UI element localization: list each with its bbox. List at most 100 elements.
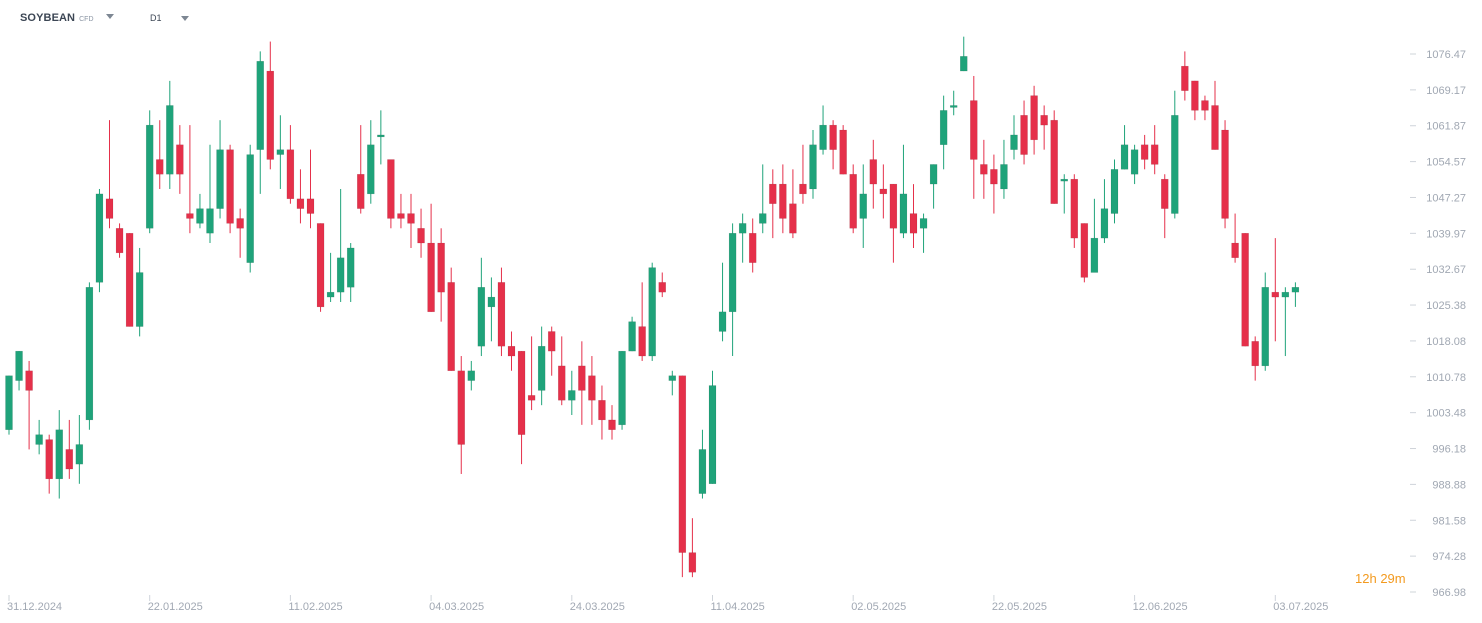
candle-body — [879, 188, 888, 195]
candle-body — [367, 144, 375, 195]
candle — [65, 419, 74, 479]
candle — [1000, 139, 1008, 199]
candle — [558, 336, 566, 406]
price-tick-label: 981.58 — [1432, 515, 1466, 527]
candle — [839, 125, 847, 175]
price-tick-label: 1010.78 — [1426, 372, 1466, 384]
candle-body — [889, 183, 898, 229]
symbol-name: SOYBEAN — [20, 12, 76, 24]
candle-body — [85, 287, 94, 421]
candle — [1271, 238, 1280, 342]
candle — [357, 125, 365, 214]
candle — [507, 331, 516, 371]
candle — [1291, 282, 1300, 307]
candle-body — [1191, 80, 1199, 111]
candle — [276, 115, 285, 189]
candle — [346, 243, 355, 302]
candle-body — [266, 70, 275, 160]
candle-body — [357, 173, 365, 209]
candle — [15, 350, 23, 391]
price-tick-label: 1069.17 — [1426, 85, 1466, 97]
candle-body — [1261, 287, 1269, 367]
timeframe-selector[interactable]: D1 — [150, 13, 189, 23]
candle — [748, 218, 757, 273]
bar-countdown: 12h 29m — [1355, 571, 1406, 586]
candle-body — [929, 164, 938, 185]
candle — [316, 223, 325, 312]
candle — [568, 370, 576, 416]
candle — [819, 105, 827, 155]
candle — [186, 125, 194, 234]
candle — [75, 415, 84, 484]
candle — [447, 267, 455, 372]
candle — [467, 360, 476, 391]
candle — [809, 130, 817, 199]
candle-body — [216, 149, 224, 209]
candle — [206, 144, 214, 244]
candle-body — [799, 183, 807, 195]
candle-body — [1251, 341, 1259, 367]
candle — [648, 262, 656, 361]
candle — [829, 120, 837, 170]
candle — [738, 213, 747, 263]
candle-body — [980, 164, 988, 175]
price-tick-label: 1018.08 — [1426, 336, 1466, 348]
candle-body — [306, 198, 315, 214]
candle-body — [457, 370, 465, 445]
candle-body — [55, 429, 63, 480]
candle-body — [568, 390, 576, 401]
candle-body — [377, 134, 385, 138]
timeframe-label: D1 — [150, 13, 162, 23]
candle-body — [5, 375, 13, 430]
candle-body — [336, 257, 345, 293]
candle — [196, 193, 204, 229]
candle-body — [1110, 169, 1119, 214]
chevron-down-icon — [180, 15, 189, 21]
countdown-m: m — [1394, 571, 1406, 586]
symbol-selector[interactable]: SOYBEAN CFD — [20, 12, 114, 24]
candle — [598, 385, 606, 440]
candle-body — [156, 159, 164, 175]
price-tick-label: 1039.97 — [1426, 228, 1466, 240]
candle-body — [718, 311, 727, 332]
price-tick-label: 974.28 — [1432, 551, 1466, 563]
candle — [1161, 174, 1169, 239]
candle — [688, 518, 697, 578]
candle-body — [1291, 287, 1300, 293]
candle-body — [226, 149, 234, 224]
candle — [970, 75, 978, 199]
candle — [618, 350, 626, 430]
candle — [95, 188, 104, 293]
candle-body — [1130, 149, 1139, 175]
time-tick-label: 22.05.2025 — [992, 601, 1047, 613]
candle-body — [1090, 237, 1099, 273]
candle — [919, 213, 928, 253]
candle — [417, 208, 425, 258]
candle-body — [1040, 115, 1048, 126]
candle-body — [1080, 223, 1089, 278]
candle-body — [738, 223, 747, 234]
candle — [889, 183, 898, 263]
candle-body — [527, 395, 536, 401]
candle-body — [346, 247, 355, 288]
candle — [427, 203, 435, 313]
candle-body — [1221, 129, 1229, 219]
candle — [1010, 115, 1018, 160]
candle — [517, 350, 526, 465]
candle-body — [547, 331, 556, 352]
candle — [678, 375, 687, 578]
candle-body — [1181, 65, 1189, 91]
candle — [578, 341, 586, 425]
candle — [929, 164, 938, 209]
candle — [899, 144, 908, 239]
candle-body — [1281, 291, 1290, 298]
candle — [1211, 80, 1219, 150]
candle-body — [658, 282, 666, 293]
candle — [105, 120, 114, 229]
candle-body — [1120, 144, 1129, 170]
candle — [1140, 134, 1149, 170]
candle — [286, 125, 295, 204]
candle-body — [276, 149, 285, 155]
candle-body — [286, 149, 295, 200]
